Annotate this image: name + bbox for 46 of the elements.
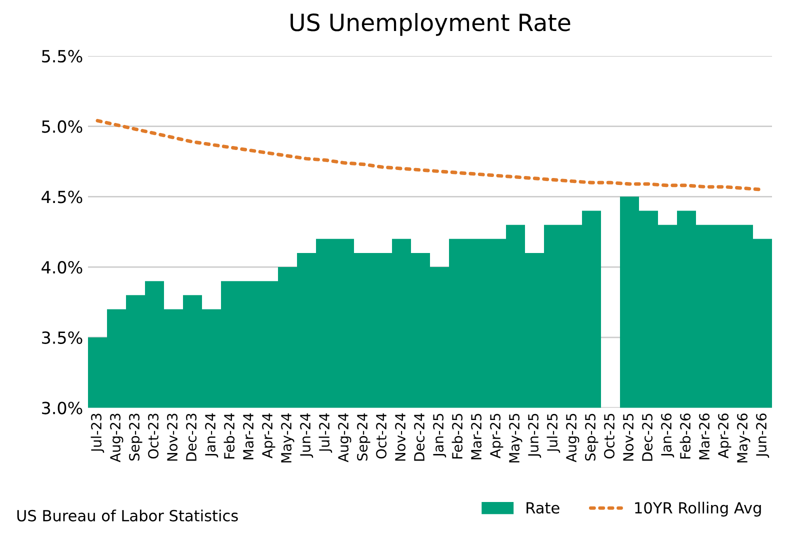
x-tick-label: Dec-25 xyxy=(642,414,653,461)
x-tick-label: Oct-24 xyxy=(376,413,387,459)
text: US Bureau of Labor Statistics xyxy=(17,510,238,522)
x-tick-label: Jun-24 xyxy=(300,413,314,458)
x-tick-label: Jan-25 xyxy=(433,414,446,458)
x-tick-label: Feb-24 xyxy=(224,413,235,459)
x-tick-label: Apr-25 xyxy=(490,414,504,458)
legend-label: Rate xyxy=(526,502,560,514)
x-tick-label: Aug-25 xyxy=(566,414,580,462)
x-tick-label: Jul-25 xyxy=(546,414,560,453)
y-tick-label: 5.0% xyxy=(42,120,82,133)
x-tick-label: Sep-25 xyxy=(585,414,598,461)
x-tick-label: Jul-24 xyxy=(318,413,332,453)
x-tick-label: Sep-23 xyxy=(129,414,142,461)
x-tick-label: Jun-25 xyxy=(528,414,542,458)
x-tick-label: Apr-26 xyxy=(718,413,732,458)
x-tick-label: Jun-26 xyxy=(756,413,770,458)
x-tick-label: Dec-24 xyxy=(414,413,425,461)
x-tick-label: Dec-23 xyxy=(186,414,197,461)
x-tick-label: Feb-26 xyxy=(680,413,691,459)
x-tick-label: Apr-24 xyxy=(262,413,276,458)
y-tick-label: 3.5% xyxy=(42,331,82,344)
x-tick-label: Oct-23 xyxy=(148,414,159,459)
legend-label: 10YR Rolling Avg xyxy=(635,502,761,517)
x-tick-label: Nov-23 xyxy=(167,414,178,461)
x-tick-label: Jan-24 xyxy=(205,413,218,458)
x-tick-label: Mar-26 xyxy=(699,413,710,460)
x-tick-label: Sep-24 xyxy=(357,413,370,461)
x-tick-label: May-26 xyxy=(737,413,750,462)
x-tick-label: Aug-23 xyxy=(110,414,124,462)
x-tick-label: Mar-24 xyxy=(243,413,254,460)
x-tick-label: Jul-23 xyxy=(90,414,104,453)
x-tick-label: Oct-25 xyxy=(604,414,615,459)
x-tick-label: Nov-25 xyxy=(623,414,634,461)
y-tick-label: 4.5% xyxy=(42,190,82,204)
x-tick-label: May-24 xyxy=(281,413,294,462)
y-tick-label: 3.0% xyxy=(42,402,82,414)
x-tick-label: May-25 xyxy=(509,414,522,462)
y-tick-label: 4.0% xyxy=(42,260,82,274)
x-tick-label: Mar-25 xyxy=(471,414,482,460)
chart-title: US Unemployment Rate xyxy=(290,13,570,36)
x-tick-label: Feb-25 xyxy=(452,414,463,459)
x-tick-label: Jan-26 xyxy=(661,413,674,458)
x-tick-label: Aug-24 xyxy=(338,413,352,462)
x-tick-label: Nov-24 xyxy=(395,413,406,461)
y-tick-label: 5.5% xyxy=(42,50,82,63)
